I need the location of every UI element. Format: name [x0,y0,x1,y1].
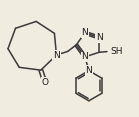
Text: N: N [82,52,88,61]
Text: N: N [82,28,88,37]
Text: N: N [85,66,92,75]
Text: N: N [96,33,102,42]
Text: O: O [41,78,48,87]
Text: SH: SH [111,47,123,56]
Text: N: N [53,51,60,60]
